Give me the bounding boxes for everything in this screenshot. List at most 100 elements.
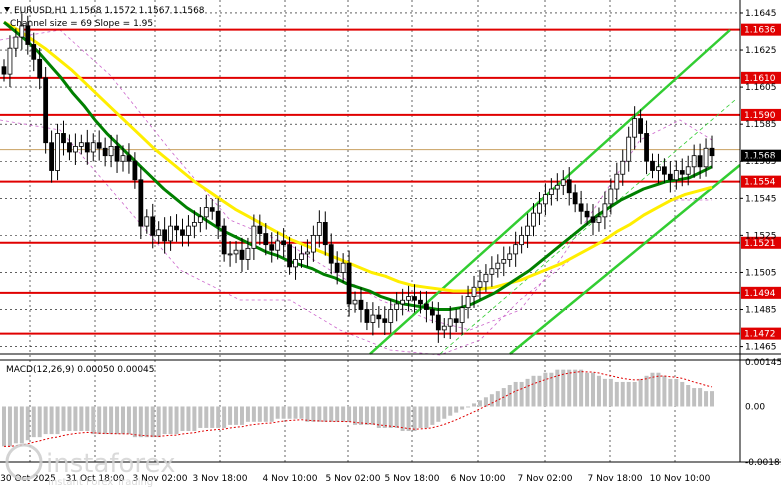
price-level-tag [741, 71, 781, 84]
candle-body [638, 118, 644, 134]
macd-histogram-bar [305, 406, 310, 422]
candle-body [25, 25, 31, 45]
price-axis-label: 1.1625 [745, 46, 777, 56]
price-level-tag [741, 327, 781, 340]
candle-body [49, 142, 54, 171]
macd-histogram-bar [513, 381, 518, 407]
macd-histogram-bar [495, 391, 500, 407]
macd-histogram-bar [358, 406, 363, 425]
candle-body [673, 170, 679, 181]
price-axis-label: 1.1545 [745, 194, 777, 204]
watermark-logo-icon [5, 443, 43, 481]
macd-histogram-bar [424, 406, 429, 428]
candle-body [364, 309, 370, 323]
macd-histogram-bar [448, 406, 453, 416]
candle-body [328, 244, 334, 264]
macd-histogram-bar [406, 406, 411, 432]
candle-body [590, 216, 596, 223]
macd-histogram-bar [216, 406, 221, 428]
price-level-tag [741, 175, 781, 188]
candle-body [150, 216, 156, 236]
macd-histogram-bar [275, 406, 280, 419]
macd-histogram-bar [25, 406, 30, 441]
macd-histogram-bar [341, 406, 346, 422]
macd-histogram-bar [317, 406, 322, 422]
macd-histogram-bar [293, 406, 298, 419]
candle-body [501, 259, 507, 264]
candle-body [679, 170, 685, 175]
macd-histogram-bar [591, 372, 596, 407]
macd-histogram-bar [668, 378, 673, 407]
candle-body [31, 44, 37, 60]
candle-body [138, 179, 144, 227]
candle-body [102, 147, 108, 157]
candle-body [697, 155, 703, 168]
candle-body [126, 155, 132, 162]
price-axis-label: 1.1485 [745, 306, 777, 316]
macd-histogram-bar [234, 406, 239, 425]
macd-histogram-bar [680, 381, 685, 407]
candle-body [233, 249, 239, 255]
candle-body [191, 222, 197, 227]
candle-body [418, 299, 423, 305]
macd-histogram-bar [49, 406, 54, 435]
candle-body [78, 142, 84, 147]
candle-body [465, 296, 471, 309]
macd-histogram-bar [251, 406, 256, 422]
macd-histogram-bar [79, 406, 84, 432]
candle-body [507, 253, 513, 260]
macd-histogram-bar [549, 372, 554, 407]
candle-body [537, 203, 542, 214]
candle-body [287, 244, 292, 268]
candle-body [180, 229, 185, 236]
macd-histogram-bar [228, 406, 233, 425]
candle-body [531, 212, 536, 227]
macd-panel: 0.00145 0.00 -0.00181 [2, 358, 781, 468]
macd-histogram-bar [472, 403, 477, 407]
candle-body [37, 58, 43, 79]
macd-histogram-bar [656, 372, 661, 407]
macd-histogram-bar [7, 406, 12, 447]
macd-histogram-bar [2, 406, 6, 447]
candle-body [388, 309, 394, 323]
macd-histogram-bar [186, 406, 191, 432]
candle-body [513, 244, 519, 255]
candle-body [560, 179, 566, 186]
macd-histogram-bar [454, 406, 459, 413]
candle-body [197, 216, 203, 223]
candle-body [209, 207, 215, 212]
macd-histogram-bar [109, 406, 114, 435]
macd-histogram-bar [638, 378, 643, 407]
candle-body [316, 222, 322, 236]
chart-menu-arrow-icon [4, 7, 10, 12]
candle-body [269, 244, 275, 251]
support-resistance-levels: 1.1636 1.1610 1.1590 1.1554 1.1521 1.1494 1.14… [0, 23, 781, 340]
candle-body [519, 234, 525, 246]
macd-histogram-bar [37, 406, 42, 438]
candle-body [263, 233, 269, 246]
macd-histogram-bar [73, 406, 78, 432]
macd-histogram-bar [353, 406, 358, 425]
candle-body [90, 142, 96, 153]
ma-yellow-line [3, 20, 713, 293]
macd-histogram-bar [329, 406, 334, 422]
time-axis-label: 7 Nov 02:00 [518, 474, 573, 484]
candle-body [293, 259, 298, 268]
macd-histogram-bar [115, 406, 120, 435]
candle-body [144, 216, 150, 227]
macd-histogram-bar [608, 378, 613, 407]
candle-body [275, 240, 281, 251]
candle-body [406, 296, 411, 301]
macd-histogram-bar [376, 406, 381, 428]
price-level-tag [741, 286, 781, 299]
macd-axis-label: 0.00145 [745, 358, 781, 368]
macd-histogram-bar [120, 406, 125, 435]
channel-info: Channel size = 69 Slope = 1.95 [10, 19, 153, 29]
candle-body [632, 118, 638, 138]
macd-histogram-bar [614, 381, 619, 407]
price-level-tag [741, 23, 781, 36]
macd-histogram-bar [477, 400, 482, 407]
macd-histogram-bar [103, 406, 108, 435]
candle-body [394, 303, 400, 310]
macd-histogram-bar [210, 406, 215, 428]
